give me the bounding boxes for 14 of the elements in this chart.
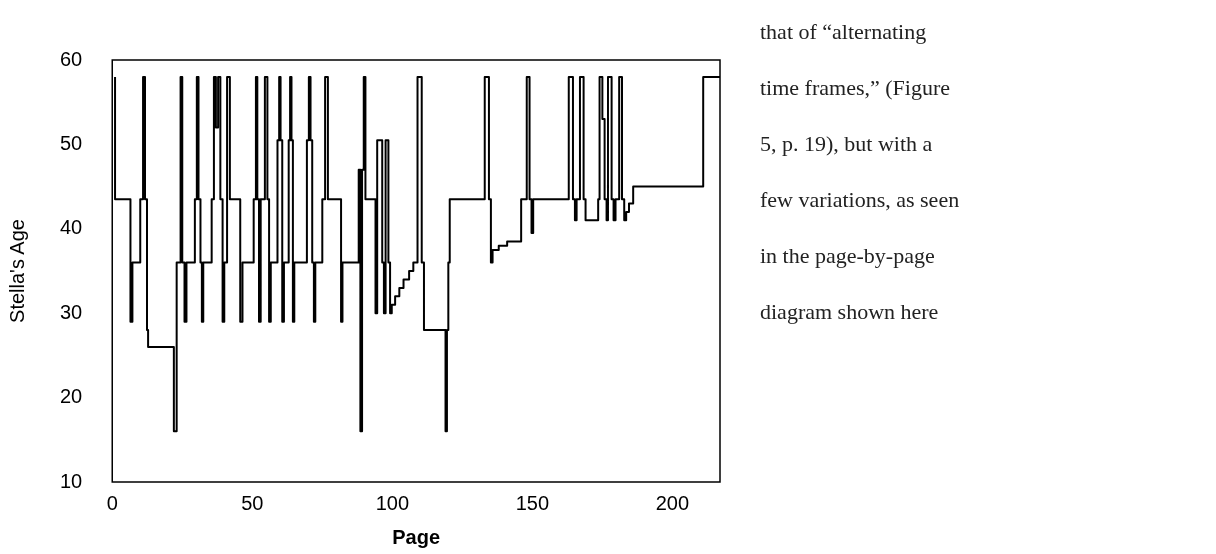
x-tick-label: 50	[241, 491, 264, 514]
y-axis-title: Stella's Age	[5, 219, 28, 323]
y-tick-label: 40	[60, 216, 83, 239]
x-axis-title: Page	[392, 525, 441, 548]
text: that of “alternating time frames,” (Figure 5, p. 19), but with a few variations, as seen in the page-by-page diagram shown here	[760, 19, 960, 324]
y-tick-label: 20	[60, 385, 83, 408]
x-tick-label: 200	[655, 491, 690, 514]
y-tick-label: 30	[60, 300, 83, 323]
x-tick-label: 100	[375, 491, 409, 514]
x-tick-label: 0	[106, 491, 118, 514]
y-tick-label: 60	[60, 47, 83, 70]
y-tick-label: 10	[60, 469, 83, 492]
y-tick-label: 50	[60, 131, 83, 154]
x-tick-label: 150	[515, 491, 550, 514]
